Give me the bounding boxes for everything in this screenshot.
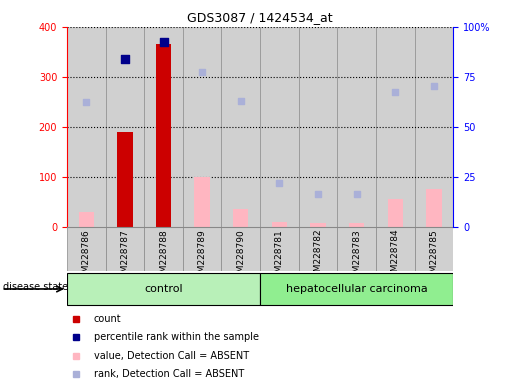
FancyBboxPatch shape [67, 227, 106, 271]
Point [391, 89, 400, 95]
Bar [376, 27, 415, 227]
Text: GSM228788: GSM228788 [159, 229, 168, 283]
Bar [144, 27, 183, 227]
Text: GSM228786: GSM228786 [82, 229, 91, 283]
Bar [194, 177, 210, 227]
FancyBboxPatch shape [106, 227, 144, 271]
Bar [233, 209, 249, 227]
Bar [106, 27, 144, 227]
Point [430, 83, 438, 89]
Text: value, Detection Call = ABSENT: value, Detection Call = ABSENT [94, 351, 249, 361]
Text: GSM228782: GSM228782 [314, 229, 322, 283]
Bar [183, 27, 221, 227]
FancyBboxPatch shape [337, 227, 376, 271]
Bar [415, 27, 453, 227]
Text: GSM228787: GSM228787 [121, 229, 129, 283]
Text: GSM228784: GSM228784 [391, 229, 400, 283]
Text: GSM228783: GSM228783 [352, 229, 361, 283]
Point [82, 99, 91, 105]
Bar [67, 27, 106, 227]
Point [159, 39, 167, 45]
Bar [387, 199, 403, 227]
Text: count: count [94, 314, 122, 324]
Bar [78, 212, 94, 227]
FancyBboxPatch shape [221, 227, 260, 271]
FancyBboxPatch shape [260, 273, 453, 305]
Text: control: control [144, 284, 183, 294]
Point [314, 191, 322, 197]
Text: rank, Detection Call = ABSENT: rank, Detection Call = ABSENT [94, 369, 244, 379]
FancyBboxPatch shape [260, 227, 299, 271]
Bar [156, 44, 171, 227]
Point [236, 98, 245, 104]
Title: GDS3087 / 1424534_at: GDS3087 / 1424534_at [187, 11, 333, 24]
Point [275, 180, 283, 186]
Text: GSM228781: GSM228781 [275, 229, 284, 283]
Text: hepatocellular carcinoma: hepatocellular carcinoma [286, 284, 427, 294]
Text: GSM228790: GSM228790 [236, 229, 245, 283]
Bar [299, 27, 337, 227]
FancyBboxPatch shape [299, 227, 337, 271]
Bar [221, 27, 260, 227]
Text: GSM228789: GSM228789 [198, 229, 207, 283]
Bar [337, 27, 376, 227]
FancyBboxPatch shape [144, 227, 183, 271]
Text: disease state: disease state [3, 282, 67, 292]
Bar [349, 223, 364, 227]
FancyBboxPatch shape [183, 227, 221, 271]
Point [121, 56, 129, 62]
Bar [272, 222, 287, 227]
Bar [426, 189, 442, 227]
FancyBboxPatch shape [376, 227, 415, 271]
FancyBboxPatch shape [415, 227, 453, 271]
Text: GSM228785: GSM228785 [430, 229, 438, 283]
Point [352, 191, 360, 197]
Text: percentile rank within the sample: percentile rank within the sample [94, 332, 259, 342]
Bar [260, 27, 299, 227]
Point [198, 69, 206, 75]
Bar [117, 132, 133, 227]
FancyBboxPatch shape [67, 273, 260, 305]
Bar [310, 223, 325, 227]
